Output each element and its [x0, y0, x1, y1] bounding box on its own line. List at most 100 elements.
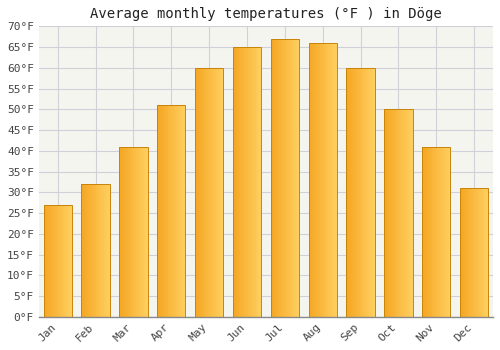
Bar: [371, 68, 372, 317]
Bar: [326, 43, 328, 317]
Bar: [479, 188, 480, 317]
Bar: [175, 105, 176, 317]
Bar: [349, 68, 350, 317]
Bar: [144, 147, 145, 317]
Bar: [87, 184, 88, 317]
Bar: [206, 68, 208, 317]
Bar: [238, 47, 240, 317]
Bar: [400, 109, 402, 317]
Bar: [310, 43, 312, 317]
Bar: [460, 188, 461, 317]
Bar: [100, 184, 102, 317]
Bar: [290, 39, 292, 317]
Bar: [354, 68, 355, 317]
Bar: [84, 184, 85, 317]
Bar: [216, 68, 218, 317]
Bar: [385, 109, 386, 317]
Bar: [470, 188, 472, 317]
Bar: [173, 105, 174, 317]
Bar: [388, 109, 389, 317]
Bar: [126, 147, 127, 317]
Bar: [348, 68, 349, 317]
Bar: [364, 68, 366, 317]
Bar: [285, 39, 286, 317]
Bar: [168, 105, 170, 317]
Bar: [146, 147, 148, 317]
Bar: [460, 188, 488, 317]
Bar: [215, 68, 216, 317]
Bar: [139, 147, 140, 317]
Bar: [162, 105, 163, 317]
Bar: [44, 205, 46, 317]
Bar: [119, 147, 148, 317]
Bar: [366, 68, 367, 317]
Bar: [297, 39, 298, 317]
Bar: [91, 184, 92, 317]
Bar: [71, 205, 72, 317]
Bar: [308, 43, 310, 317]
Bar: [119, 147, 120, 317]
Bar: [386, 109, 387, 317]
Bar: [233, 47, 261, 317]
Bar: [106, 184, 107, 317]
Bar: [48, 205, 49, 317]
Bar: [210, 68, 211, 317]
Bar: [103, 184, 104, 317]
Bar: [142, 147, 143, 317]
Bar: [473, 188, 474, 317]
Bar: [432, 147, 434, 317]
Bar: [423, 147, 424, 317]
Bar: [196, 68, 197, 317]
Bar: [352, 68, 353, 317]
Bar: [96, 184, 98, 317]
Bar: [218, 68, 220, 317]
Bar: [274, 39, 276, 317]
Bar: [104, 184, 105, 317]
Bar: [82, 184, 110, 317]
Bar: [166, 105, 168, 317]
Bar: [477, 188, 478, 317]
Bar: [82, 184, 84, 317]
Bar: [372, 68, 373, 317]
Bar: [122, 147, 123, 317]
Bar: [178, 105, 179, 317]
Bar: [294, 39, 296, 317]
Bar: [319, 43, 320, 317]
Bar: [195, 68, 196, 317]
Bar: [214, 68, 215, 317]
Bar: [480, 188, 481, 317]
Bar: [279, 39, 280, 317]
Bar: [474, 188, 475, 317]
Bar: [120, 147, 121, 317]
Bar: [181, 105, 182, 317]
Bar: [346, 68, 375, 317]
Bar: [334, 43, 335, 317]
Bar: [438, 147, 439, 317]
Bar: [404, 109, 405, 317]
Bar: [446, 147, 448, 317]
Bar: [163, 105, 164, 317]
Bar: [410, 109, 412, 317]
Bar: [296, 39, 297, 317]
Bar: [403, 109, 404, 317]
Bar: [174, 105, 175, 317]
Bar: [44, 205, 72, 317]
Bar: [336, 43, 337, 317]
Bar: [208, 68, 209, 317]
Bar: [125, 147, 126, 317]
Bar: [298, 39, 299, 317]
Bar: [57, 205, 58, 317]
Bar: [384, 109, 412, 317]
Bar: [123, 147, 124, 317]
Bar: [437, 147, 438, 317]
Bar: [312, 43, 313, 317]
Bar: [353, 68, 354, 317]
Bar: [405, 109, 406, 317]
Bar: [53, 205, 54, 317]
Bar: [209, 68, 210, 317]
Bar: [60, 205, 62, 317]
Bar: [335, 43, 336, 317]
Bar: [428, 147, 430, 317]
Bar: [442, 147, 443, 317]
Bar: [182, 105, 184, 317]
